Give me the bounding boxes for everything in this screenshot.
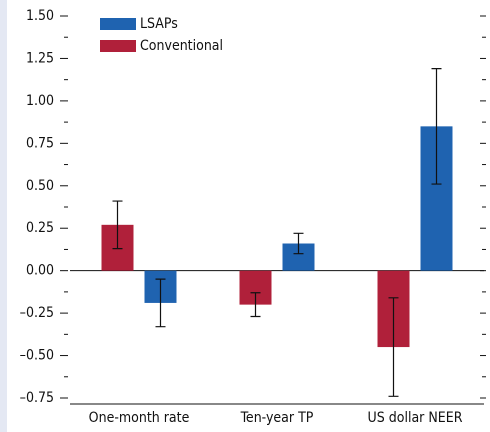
y-tick-label: 0.25	[26, 220, 54, 236]
y-tick-label: –0.50	[20, 348, 54, 364]
y-tick-label: 0.00	[26, 263, 54, 279]
x-tick-label: Ten-year TP	[240, 410, 314, 426]
legend-swatch	[100, 18, 136, 30]
y-tick-label: –0.75	[20, 390, 54, 406]
x-tick-label: One-month rate	[89, 410, 190, 426]
x-tick-label: US dollar NEER	[368, 410, 463, 426]
y-tick-label: 1.25	[26, 50, 54, 66]
y-tick-label: –0.25	[20, 305, 54, 321]
error-bar	[388, 297, 399, 397]
y-tick-label: 1.50	[26, 8, 54, 24]
error-bar	[293, 232, 304, 255]
error-bar	[112, 200, 123, 250]
y-tick-label: 0.50	[26, 178, 54, 194]
legend-label: Conventional	[140, 38, 223, 54]
y-tick-label: 1.00	[26, 93, 54, 109]
error-bar	[431, 68, 442, 185]
legend-label: LSAPs	[140, 16, 178, 32]
side-band	[0, 0, 7, 432]
error-bar	[250, 292, 261, 318]
error-bar	[155, 278, 166, 328]
legend-swatch	[100, 40, 136, 52]
y-tick-label: 0.75	[26, 135, 54, 151]
